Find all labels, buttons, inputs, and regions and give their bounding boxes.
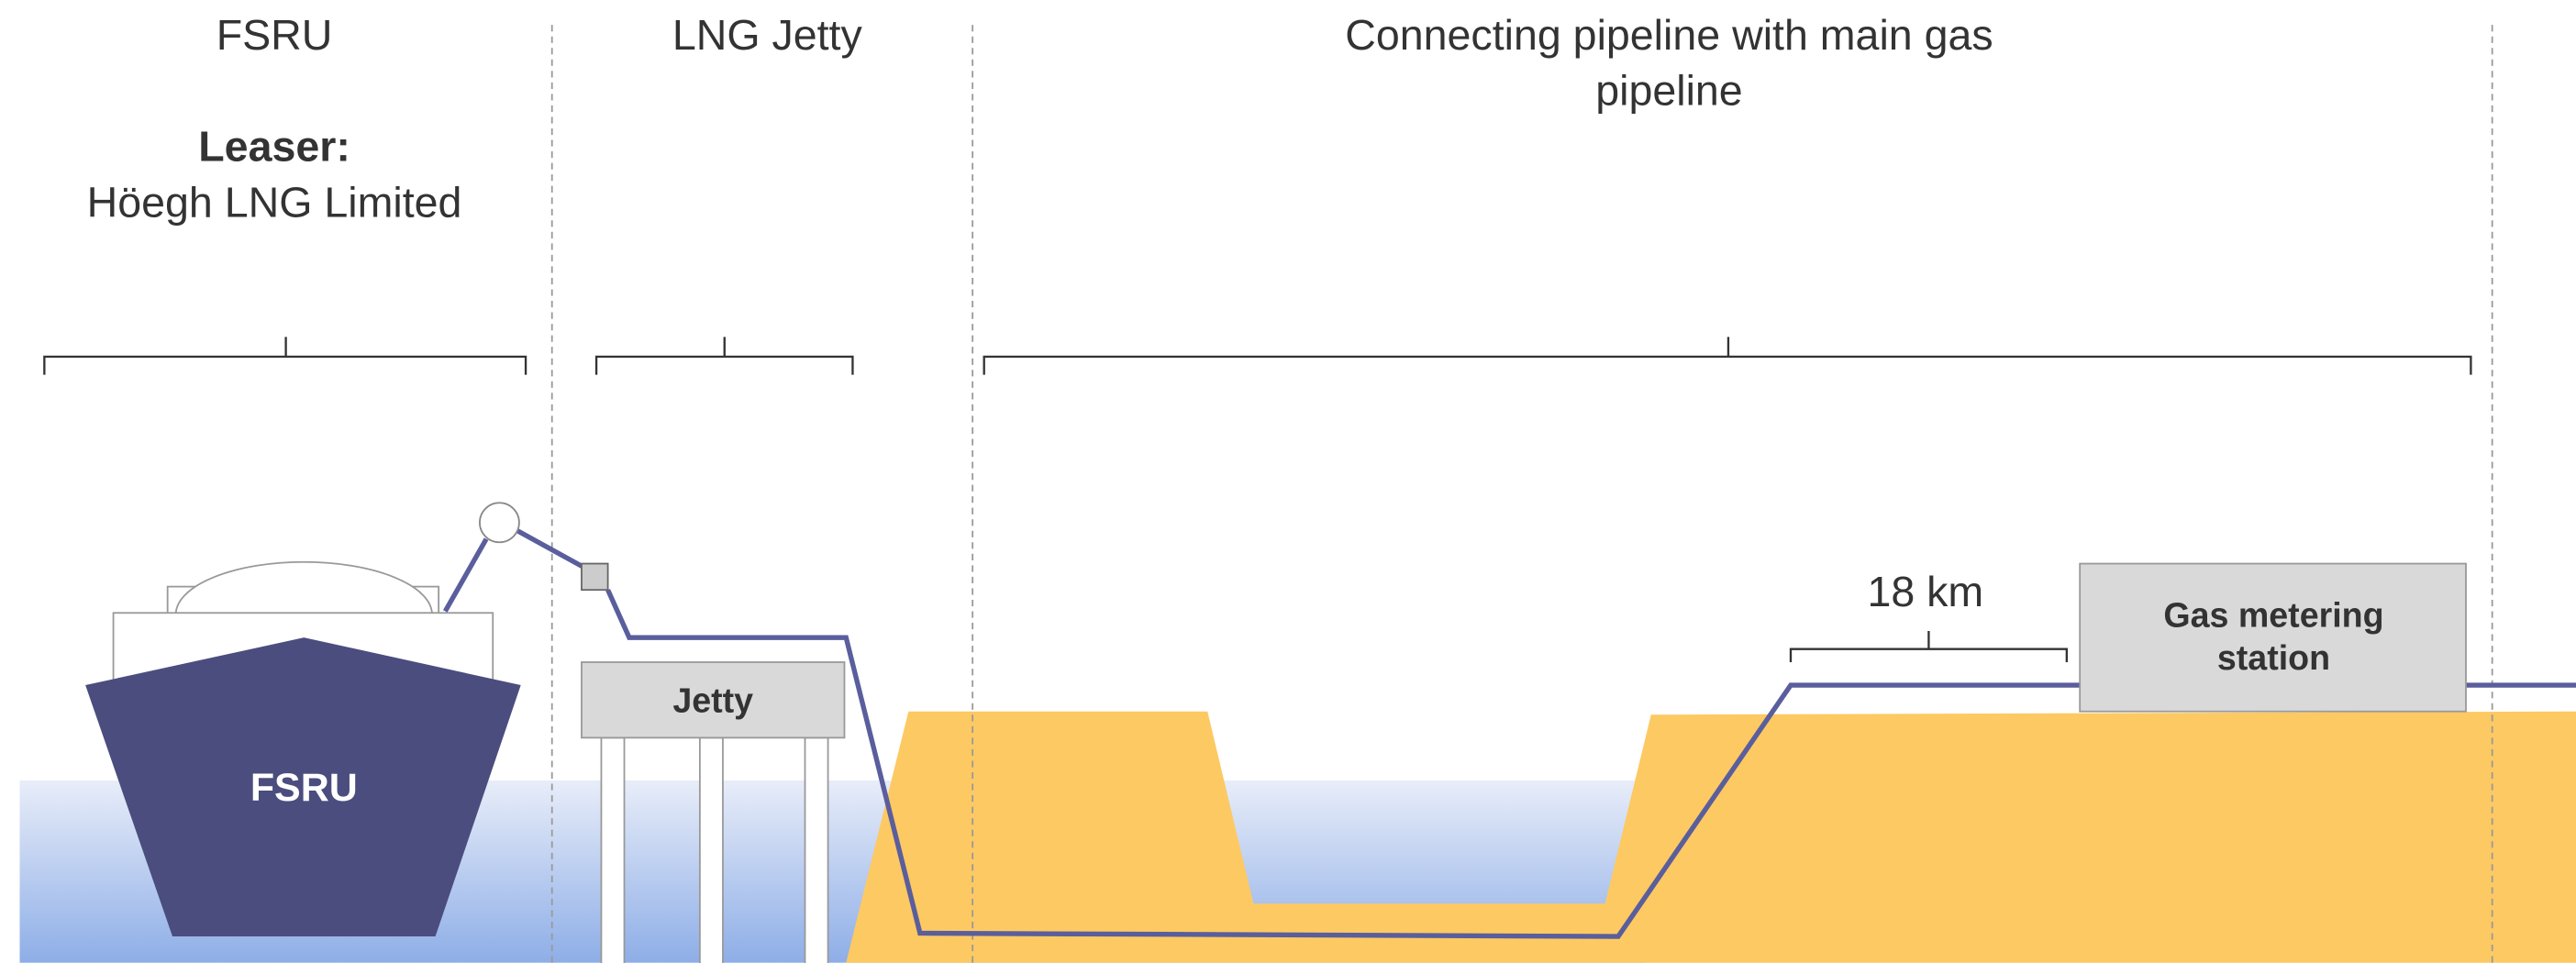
valve: [581, 562, 609, 592]
jetty-legs: [600, 736, 829, 963]
section-title: Connecting pipeline with main gas: [1345, 11, 1993, 59]
jetty-deck: [581, 661, 846, 739]
dome: [174, 560, 433, 615]
leaser: Höegh LNG Limited: [87, 178, 462, 226]
pipeline: [442, 528, 2576, 939]
ship-label: FSRU: [250, 766, 358, 810]
bracket: [43, 337, 527, 375]
bracket: [594, 337, 854, 375]
station: [2079, 562, 2467, 713]
section-title: FSRU: [217, 11, 333, 59]
station-label: station: [2217, 638, 2330, 677]
loading-arm-joint: [479, 502, 520, 544]
section-title: LNG Jetty: [672, 11, 863, 59]
distance-label: 18 km: [1867, 568, 1983, 615]
section-title: pipeline: [1595, 67, 1742, 115]
land: [846, 711, 2576, 963]
station-label: Gas metering: [2163, 596, 2383, 635]
leaser-label: Leaser:: [198, 123, 350, 171]
jetty-label: Jetty: [672, 681, 753, 720]
bracket: [983, 337, 2472, 375]
bracket: [1789, 630, 2069, 662]
hull: [85, 637, 521, 937]
